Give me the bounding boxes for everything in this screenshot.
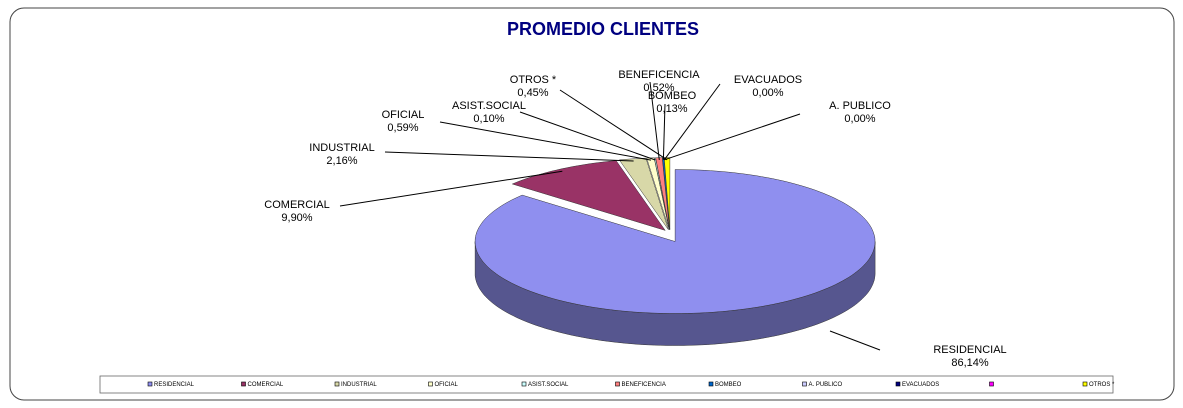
legend-swatch — [895, 381, 901, 387]
leader-line — [662, 103, 666, 160]
data-label-name: ASIST.SOCIAL — [452, 100, 526, 112]
legend-label: A. PUBLICO — [809, 382, 843, 388]
leader-line — [559, 89, 668, 161]
data-label: 0,00% — [752, 87, 783, 99]
data-label-name: A. PUBLICO — [829, 100, 891, 112]
legend-swatch — [708, 381, 714, 387]
leader-line — [339, 170, 563, 207]
legend-label: BOMBEO — [715, 382, 742, 388]
pie-slice — [663, 157, 671, 230]
data-label-name: OFICIAL — [382, 109, 425, 121]
data-label: 0,45% — [517, 87, 548, 99]
data-label: 0,00% — [844, 113, 875, 125]
pie-slice — [618, 157, 669, 230]
leader-line — [829, 330, 881, 351]
legend-label: COMERCIAL — [248, 382, 284, 388]
data-label-name: OTROS * — [510, 74, 557, 86]
data-label-name: BENEFICENCIA — [618, 69, 700, 81]
legend-swatch — [615, 381, 620, 387]
data-label: 86,14% — [951, 357, 989, 369]
data-label-name: COMERCIAL — [264, 199, 329, 211]
legend-swatch — [1082, 381, 1088, 387]
legend-swatch — [334, 381, 340, 387]
legend-swatch — [989, 381, 994, 387]
leader-line — [663, 83, 721, 161]
data-label-name: EVACUADOS — [734, 74, 802, 86]
leader-line — [384, 151, 634, 162]
legend-swatch — [241, 381, 246, 387]
leader-line — [664, 113, 801, 161]
leader-line — [439, 121, 652, 161]
legend-label: ASIST.SOCIAL — [528, 382, 569, 388]
data-label: 0,59% — [387, 122, 418, 134]
data-label-name: BOMBEO — [648, 90, 697, 102]
pie-slice — [474, 169, 876, 314]
legend-label: INDUSTRIAL — [341, 382, 377, 388]
legend-swatch — [147, 381, 153, 387]
chart-title: PROMEDIO CLIENTES — [507, 19, 699, 39]
legend-swatch — [521, 381, 527, 387]
legend-swatch — [428, 381, 433, 387]
legend-swatch — [802, 381, 807, 387]
legend-box — [99, 375, 1114, 394]
legend-label: BENEFICENCIA — [622, 382, 666, 388]
data-label-name: RESIDENCIAL — [933, 344, 1006, 356]
leader-line — [649, 81, 660, 160]
data-label: 9,90% — [281, 212, 312, 224]
data-label: 0,52% — [643, 82, 674, 94]
pie-slice — [511, 160, 666, 231]
legend-label: RESIDENCIAL — [154, 382, 195, 388]
leader-line — [519, 111, 656, 161]
legend-label: EVACUADOS — [902, 382, 939, 388]
data-label-name: INDUSTRIAL — [309, 142, 374, 154]
legend-label: OTROS * — [1089, 382, 1115, 388]
data-label: 0,13% — [656, 103, 687, 115]
data-label: 2,16% — [326, 155, 357, 167]
data-label: 0,10% — [473, 113, 504, 125]
legend-label: OFICIAL — [435, 382, 459, 388]
